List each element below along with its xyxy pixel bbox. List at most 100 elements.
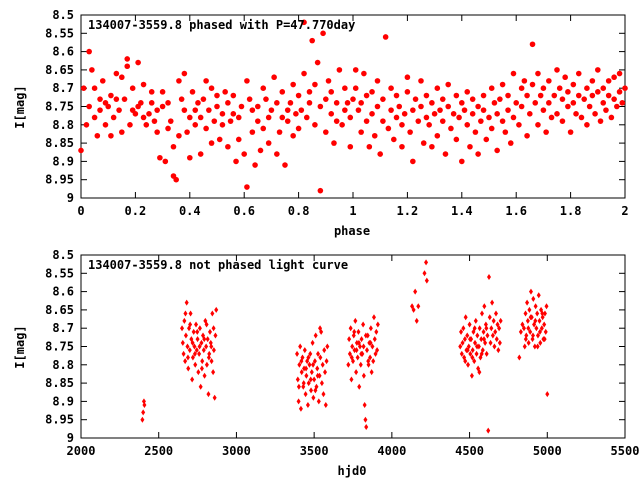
data-point [314, 59, 321, 66]
data-point [554, 111, 560, 117]
data-point [535, 343, 540, 350]
data-point [298, 107, 305, 113]
data-point [205, 336, 210, 343]
data-point [110, 114, 117, 121]
data-point [368, 339, 373, 346]
data-point [429, 100, 435, 106]
data-point [614, 103, 620, 110]
data-point [494, 147, 500, 154]
data-point [473, 317, 478, 324]
x-tick-label: 1.4 [451, 204, 473, 218]
data-point [257, 147, 264, 154]
data-point [249, 129, 256, 135]
data-point [295, 125, 302, 132]
data-point [127, 122, 133, 128]
data-point [368, 354, 373, 361]
x-tick-label: 0 [77, 204, 84, 218]
data-point [527, 306, 532, 313]
data-point [559, 96, 566, 102]
data-point [517, 354, 522, 361]
data-point [320, 361, 325, 368]
data-point [293, 111, 299, 117]
data-point [306, 100, 313, 106]
data-point [578, 114, 585, 121]
data-point [525, 317, 530, 324]
data-point [233, 158, 239, 165]
data-point [469, 96, 476, 102]
data-point [570, 100, 577, 106]
y-tick-label: 8.8 [52, 118, 74, 132]
data-point [352, 67, 359, 73]
data-point [353, 317, 358, 324]
chart-panel-2: 2000 2500 3000 3500 4000 4500 5000 5500 8.5 8.55 8… [13, 248, 639, 478]
data-point [306, 89, 313, 95]
data-point [530, 332, 535, 339]
data-point [165, 125, 171, 132]
x-tick-label: 2500 [144, 444, 173, 458]
data-point [282, 162, 288, 168]
data-point [459, 328, 464, 335]
data-point [252, 162, 258, 168]
data-point [516, 122, 522, 128]
data-point [192, 343, 197, 350]
data-point [194, 321, 199, 328]
data-point [192, 122, 199, 128]
data-point [78, 147, 84, 154]
data-point [518, 328, 523, 335]
data-point [284, 118, 291, 124]
data-point [307, 361, 312, 368]
data-point [108, 132, 114, 139]
data-point [589, 78, 596, 84]
data-point [274, 151, 280, 157]
x-tick-label: 1.2 [397, 204, 419, 218]
data-point [499, 118, 506, 124]
data-point [528, 288, 533, 295]
data-point [369, 89, 375, 95]
data-point [488, 125, 495, 132]
data-point [539, 325, 544, 332]
data-point [543, 328, 548, 335]
data-point [510, 114, 517, 121]
data-point [359, 350, 364, 357]
data-point [608, 114, 615, 121]
data-point [477, 369, 482, 376]
data-point [97, 107, 103, 113]
data-point [465, 332, 470, 339]
data-point [132, 111, 139, 117]
data-point [346, 361, 351, 368]
y-tick-label: 8.7 [52, 81, 74, 95]
data-point [410, 107, 416, 113]
data-point [315, 365, 320, 372]
data-point [486, 114, 492, 121]
data-point [401, 111, 408, 117]
data-point [203, 78, 209, 84]
data-point [306, 354, 311, 361]
data-point [356, 339, 361, 346]
data-point [113, 96, 120, 102]
x-tick-label: 0.8 [288, 204, 310, 218]
data-point [382, 34, 389, 40]
x-tick-label: 1.6 [505, 204, 527, 218]
data-point [527, 111, 533, 117]
data-point [464, 122, 471, 128]
data-series [78, 19, 628, 194]
data-point [356, 328, 361, 335]
data-point [488, 85, 495, 91]
data-point [99, 78, 106, 84]
data-point [303, 391, 308, 398]
data-point [219, 122, 226, 128]
data-point [308, 376, 313, 383]
data-point [481, 328, 486, 335]
data-point [361, 70, 367, 77]
data-point [312, 376, 317, 383]
data-point [605, 78, 612, 84]
data-point [535, 332, 540, 339]
x-tick-label: 5000 [533, 444, 562, 458]
data-point [465, 347, 470, 354]
data-point [86, 48, 92, 55]
data-point [529, 41, 536, 48]
data-point [410, 158, 416, 165]
data-point [479, 336, 484, 343]
data-point [369, 369, 374, 376]
